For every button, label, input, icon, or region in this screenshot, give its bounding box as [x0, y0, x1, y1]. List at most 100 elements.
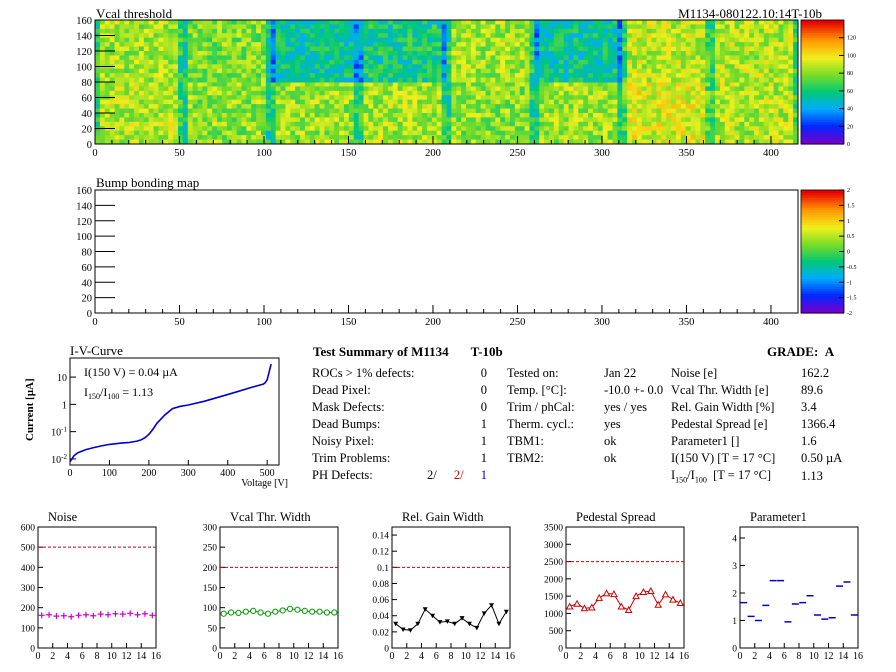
map-cell: [397, 135, 404, 141]
map-cell: [646, 42, 653, 48]
map-cell: [246, 51, 252, 56]
map-cell: [153, 86, 159, 92]
map-cell: [685, 55, 692, 61]
map-cell: [636, 59, 643, 65]
map-cell: [671, 104, 677, 110]
map-cell: [412, 55, 418, 61]
map-cell: [143, 64, 150, 70]
map-cell: [758, 37, 765, 43]
data-point: [97, 611, 104, 618]
map-cell: [329, 95, 335, 101]
map-cell: [519, 33, 526, 39]
map-cell: [529, 121, 535, 127]
map-cell: [563, 55, 570, 61]
map-cell: [793, 95, 799, 101]
map-cell: [221, 68, 228, 74]
map-cell: [207, 77, 213, 83]
map-cell: [402, 135, 408, 141]
map-cell: [124, 130, 130, 136]
map-cell: [397, 139, 404, 145]
map-cell: [451, 24, 457, 30]
map-cell: [192, 64, 199, 70]
map-cell: [695, 108, 701, 114]
map-cell: [231, 24, 238, 30]
map-cell: [109, 90, 116, 96]
map-cell: [441, 82, 447, 87]
colorbar-segment: [801, 49, 844, 53]
map-cell: [558, 99, 565, 105]
map-cell: [221, 64, 228, 70]
map-cell: [383, 99, 389, 105]
colorbar-segment: [801, 42, 844, 46]
map-cell: [177, 139, 184, 145]
map-cell: [793, 130, 799, 136]
map-cell: [514, 86, 521, 92]
map-cell: [231, 113, 238, 118]
map-cell: [715, 77, 721, 83]
colorbar-segment: [801, 89, 844, 93]
map-cell: [138, 113, 145, 118]
map-cell: [436, 73, 443, 79]
map-cell: [373, 108, 379, 114]
map-cell: [583, 130, 589, 136]
map-cell: [270, 135, 277, 141]
map-cell: [270, 28, 277, 34]
map-cell: [153, 82, 159, 87]
map-cell: [788, 130, 794, 136]
map-cell: [607, 77, 613, 83]
map-cell: [182, 42, 189, 48]
map-cell: [251, 99, 257, 105]
map-cell: [441, 86, 447, 92]
map-cell: [758, 95, 765, 101]
map-cell: [270, 86, 277, 92]
map-cell: [109, 77, 116, 83]
map-cell: [392, 113, 399, 118]
x-tick-label: 16: [679, 651, 689, 662]
map-cell: [475, 130, 482, 136]
map-cell: [758, 139, 765, 145]
map-cell: [173, 73, 179, 79]
map-cell: [143, 24, 150, 30]
map-cell: [270, 104, 277, 110]
map-cell: [485, 90, 491, 96]
map-cell: [300, 130, 306, 136]
map-cell: [436, 139, 443, 145]
map-cell: [632, 73, 638, 79]
map-cell: [168, 126, 174, 132]
map-cell: [719, 28, 726, 34]
map-cell: [207, 46, 213, 52]
map-cell: [734, 59, 740, 65]
map-cell: [153, 20, 159, 25]
map-cell: [690, 42, 696, 48]
map-cell: [710, 126, 716, 132]
colorbar-segment: [801, 217, 844, 221]
map-cell: [451, 104, 457, 110]
map-cell: [534, 46, 540, 52]
map-cell: [612, 77, 618, 83]
map-cell: [500, 99, 506, 105]
map-cell: [553, 86, 560, 92]
map-cell: [583, 24, 589, 30]
map-cell: [353, 130, 360, 136]
map-cell: [436, 99, 443, 105]
map-cell: [343, 82, 350, 87]
map-cell: [768, 121, 775, 127]
map-cell: [568, 121, 574, 127]
map-cell: [632, 86, 638, 92]
map-cell: [153, 135, 159, 141]
map-cell: [705, 104, 711, 110]
map-cell: [138, 55, 145, 61]
map-cell: [417, 64, 423, 70]
map-cell: [109, 104, 116, 110]
map-cell: [168, 86, 174, 92]
map-cell: [280, 99, 286, 105]
map-cell: [739, 139, 745, 145]
map-cell: [109, 68, 116, 74]
map-cell: [221, 99, 228, 105]
map-cell: [256, 73, 262, 79]
map-cell: [573, 121, 579, 127]
data-point: [489, 603, 495, 608]
map-cell: [773, 95, 779, 101]
map-cell: [295, 68, 301, 74]
